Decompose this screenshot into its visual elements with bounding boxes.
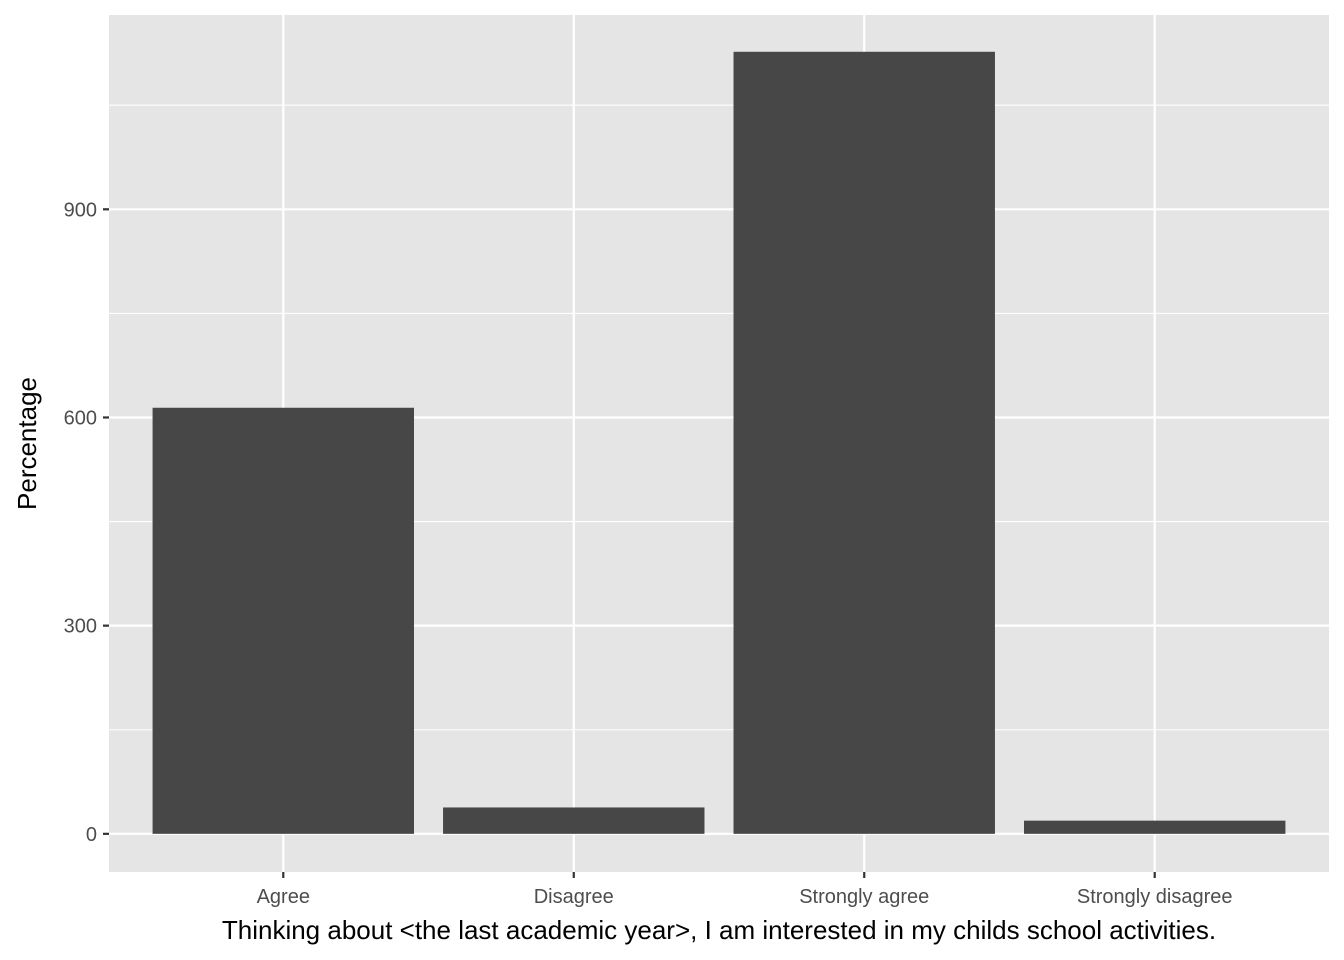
x-tick-label: Strongly agree [799,886,929,908]
x-tick-label: Strongly disagree [1077,886,1233,908]
y-axis: 0 300 600 900 [64,199,109,846]
y-tick-label: 300 [64,616,97,638]
x-axis-title: Thinking about <the last academic year>,… [222,915,1216,945]
bars [152,51,1286,834]
bar-strongly-disagree [1024,820,1286,834]
y-tick-label: 600 [64,407,97,429]
x-tick-label: Agree [257,886,310,908]
y-axis-title: Percentage [12,377,42,510]
bar-disagree [443,807,705,834]
y-tick-label: 0 [86,824,97,846]
x-tick-label: Disagree [534,886,614,908]
bar-strongly-agree [733,51,995,834]
y-tick-label: 900 [64,199,97,221]
x-axis: Agree Disagree Strongly agree Strongly disa… [257,872,1233,908]
bar-agree [152,407,415,834]
